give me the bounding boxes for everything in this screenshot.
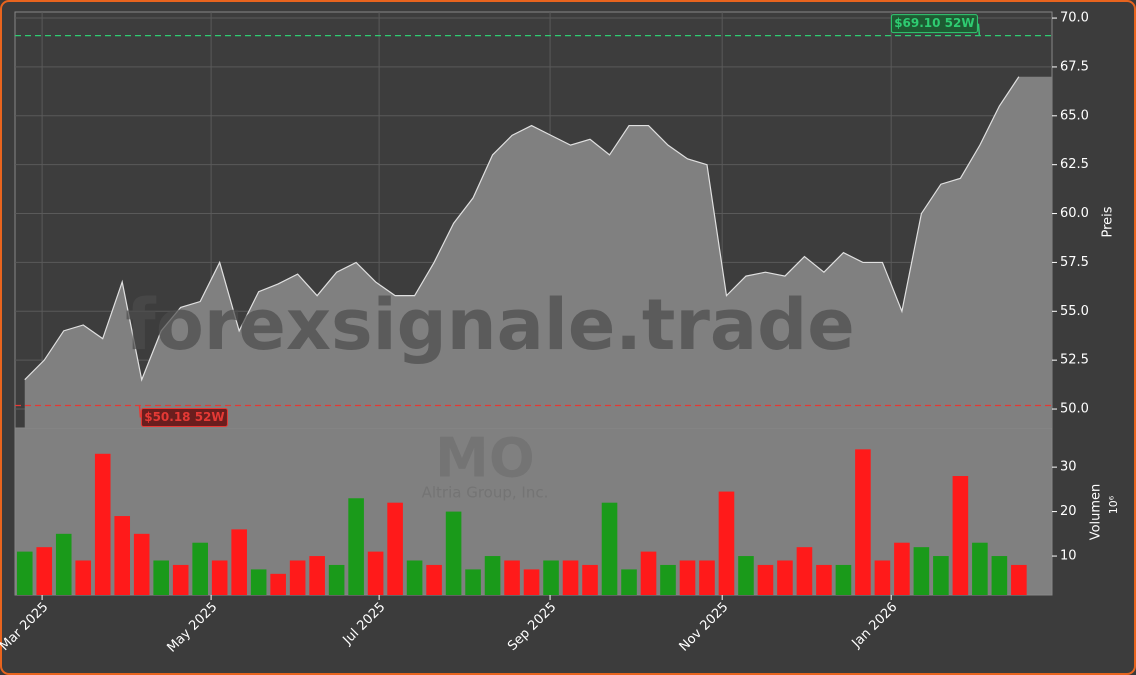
high-label: $69.10 52W — [894, 16, 974, 30]
volume-bar — [94, 453, 111, 595]
volume-bar — [894, 542, 910, 595]
volume-bar — [465, 569, 481, 595]
volume-bar — [133, 533, 150, 595]
volume-bar — [933, 556, 949, 595]
y-tick-label: 70.0 — [1060, 11, 1089, 26]
y-tick-label: 60.0 — [1060, 206, 1089, 221]
volume-axis-label: Volumen — [1089, 484, 1104, 541]
volume-bar — [426, 564, 442, 595]
plot-layer — [15, 12, 1053, 595]
volume-bar — [114, 516, 131, 595]
volume-bar — [816, 564, 832, 595]
volume-bar — [952, 476, 969, 595]
volume-bar — [562, 560, 579, 595]
volume-bar — [699, 560, 715, 595]
company-watermark: Altria Group, Inc. — [422, 484, 549, 502]
volume-bar — [153, 560, 169, 595]
volume-bar — [250, 569, 267, 595]
volume-bar — [796, 547, 813, 595]
volume-exponent: 10⁶ — [1107, 495, 1120, 514]
volume-bar — [835, 564, 852, 595]
low-label: $50.18 52W — [144, 410, 224, 424]
y-tick-label: 10 — [1060, 549, 1077, 564]
volume-bar — [445, 511, 462, 595]
high-arrow — [977, 23, 981, 36]
volume-bar — [660, 564, 676, 595]
volume-bar — [777, 560, 793, 595]
high-label-box — [890, 14, 978, 34]
volume-bar — [991, 556, 1008, 595]
volume-bar — [757, 564, 774, 595]
volume-bar — [172, 564, 189, 595]
y-tick-label: 50.0 — [1060, 402, 1089, 417]
volume-bar — [270, 573, 286, 595]
volume-bar — [289, 560, 306, 595]
volume-bar — [231, 529, 247, 595]
volume-bar — [75, 560, 92, 595]
volume-bar — [1011, 564, 1027, 595]
y-tick-label: 30 — [1060, 460, 1077, 475]
volume-bar — [640, 551, 657, 595]
volume-bar — [504, 560, 520, 595]
volume-bar — [55, 533, 72, 595]
volume-bar — [621, 569, 637, 595]
volume-bar — [855, 449, 871, 595]
y-tick-label: 62.5 — [1060, 157, 1089, 172]
y-tick-label: 20 — [1060, 504, 1077, 519]
y-axis-label: Preis — [1101, 206, 1116, 237]
volume-bar — [16, 551, 33, 595]
volume-bar — [543, 560, 559, 595]
volume-bar — [972, 542, 988, 595]
volume-bar — [601, 502, 618, 595]
volume-bar — [192, 542, 208, 595]
ticker-watermark: MO — [435, 427, 535, 490]
volume-bar — [211, 560, 228, 595]
y-tick-label: 57.5 — [1060, 255, 1089, 270]
price-line — [24, 76, 1020, 382]
volume-bar — [523, 569, 540, 595]
y-tick-label: 65.0 — [1060, 108, 1089, 123]
volume-bar — [348, 498, 364, 595]
volume-bar — [484, 556, 501, 595]
y-tick-label: 55.0 — [1060, 304, 1089, 319]
volume-bar — [36, 547, 53, 595]
volume-bar — [406, 560, 423, 595]
volume-bar — [913, 547, 930, 595]
y-tick-label: 52.5 — [1060, 353, 1089, 368]
low-arrow — [138, 405, 142, 418]
volume-bar — [679, 560, 696, 595]
price-area — [24, 76, 1053, 429]
volume-bar — [738, 556, 754, 595]
volume-bar — [874, 560, 891, 595]
volume-bar — [328, 564, 345, 595]
volume-bar — [387, 502, 403, 595]
volume-bar — [309, 556, 325, 595]
y-tick-label: 67.5 — [1060, 59, 1089, 74]
volume-bar — [582, 564, 598, 595]
low-label-box — [140, 408, 228, 428]
volume-bar — [718, 491, 735, 595]
watermark: forexsignale.trade — [125, 284, 854, 366]
volume-bar — [367, 551, 384, 595]
